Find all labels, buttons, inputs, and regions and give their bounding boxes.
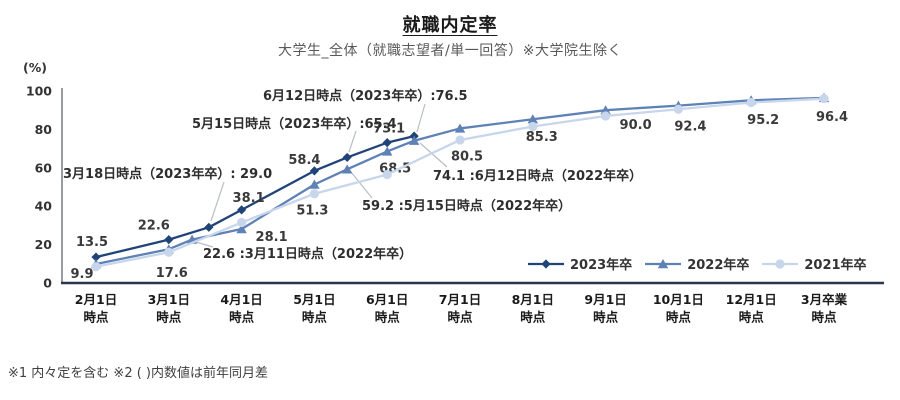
- data-point-label: 28.1: [256, 230, 288, 245]
- annotation-text: 59.2 :5月15日時点（2022年卒）: [362, 198, 571, 214]
- x-tick-label: 7月1日時点: [439, 292, 481, 325]
- circle-marker-icon: [528, 121, 538, 132]
- series-line-2023年卒: [95, 135, 415, 259]
- x-tick-label: 8月1日時点: [512, 292, 554, 325]
- data-point-label: 73.1: [373, 122, 405, 137]
- x-tick-label: 4月1日時点: [220, 292, 262, 325]
- legend-line-sample: [645, 258, 682, 268]
- diamond-marker-icon: [164, 235, 174, 245]
- diamond-marker-icon: [309, 166, 319, 176]
- diamond-marker-icon: [91, 252, 101, 262]
- annotation-leader-line: [195, 241, 214, 248]
- legend-line-sample: [528, 258, 564, 269]
- annotation-text: 74.1 :6月12日時点（2022年卒）: [433, 168, 642, 184]
- diamond-marker-icon: [342, 152, 352, 163]
- x-tick-label: 12月1日時点: [726, 292, 777, 325]
- triangle-marker-icon: [600, 105, 611, 115]
- circle-marker-icon: [775, 258, 785, 269]
- circle-marker-icon: [455, 135, 465, 145]
- y-tick-label: 20: [35, 237, 53, 252]
- footnote: ※1 内々定を含む ※2 ( )内数値は前年同月差: [8, 366, 269, 381]
- circle-marker-icon: [673, 104, 684, 114]
- data-point-label: 95.2: [747, 113, 779, 128]
- diamond-marker-icon: [204, 222, 214, 232]
- annotation-text: 3月18日時点（2023年卒）: 29.0: [63, 166, 272, 182]
- x-tick-label: 9月1日時点: [584, 292, 626, 325]
- data-point-label: 85.3: [526, 130, 558, 145]
- y-tick-label: 100: [26, 84, 52, 99]
- annotation-leader-line: [348, 130, 357, 153]
- triangle-marker-icon: [408, 135, 420, 145]
- data-point-label: 96.4: [816, 110, 848, 125]
- x-tick-label: 3月卒業時点: [801, 292, 848, 325]
- chart-subtitle: 大学生_全体（就職志望者/単一回答）※大学院生除く: [278, 43, 622, 59]
- circle-marker-icon: [237, 217, 247, 228]
- x-tick-label: 6月1日時点: [366, 292, 408, 325]
- data-point-label: 17.6: [156, 266, 188, 281]
- triangle-marker-icon: [309, 179, 320, 189]
- circle-marker-icon: [164, 247, 174, 257]
- annotation-text: 6月12日時点（2023年卒）:76.5: [263, 88, 468, 104]
- triangle-marker-icon: [341, 164, 353, 174]
- diamond-marker-icon: [237, 205, 247, 215]
- circle-marker-icon: [309, 189, 319, 199]
- y-axis-unit-label: (%): [23, 60, 47, 75]
- annotation-text: 22.6 :3月11日時点（2022年卒）: [203, 246, 412, 262]
- triangle-marker-icon: [236, 224, 247, 234]
- triangle-marker-icon: [382, 146, 393, 156]
- x-tick-label: 5月1日時点: [293, 292, 335, 325]
- x-tick-label: 2月1日時点: [75, 292, 117, 325]
- y-tick-label: 0: [43, 276, 52, 291]
- data-point-label: 13.5: [76, 235, 108, 250]
- data-point-label: 38.1: [233, 191, 265, 206]
- circle-marker-icon: [382, 169, 392, 180]
- data-point-label: 92.4: [674, 120, 706, 135]
- legend-line-sample: [762, 258, 799, 269]
- legend-item-2023年卒: 2023年卒: [527, 254, 632, 273]
- x-tick-label: 10月1日時点: [653, 292, 704, 325]
- circle-marker-icon: [819, 94, 829, 104]
- data-point-label: 90.0: [620, 118, 652, 133]
- circle-marker-icon: [91, 262, 101, 272]
- y-tick-label: 40: [35, 199, 53, 214]
- annotation-leader-line: [419, 142, 448, 168]
- chart-title: 就職内定率: [402, 15, 498, 36]
- y-tick-label: 60: [35, 160, 53, 175]
- annotation-text: 5月15日時点（2023年卒）:65.4: [192, 116, 397, 132]
- triangle-marker-icon: [657, 258, 669, 268]
- data-point-label: 22.6: [138, 219, 170, 234]
- annotation-leader-line: [210, 181, 225, 222]
- diamond-marker-icon: [382, 138, 392, 148]
- circle-marker-icon: [746, 97, 756, 108]
- series-line-2022年卒: [95, 96, 825, 266]
- circle-marker-icon: [601, 111, 611, 121]
- annotation-leader-line: [350, 171, 373, 199]
- data-point-label: 51.3: [296, 204, 328, 219]
- legend-label: 2021年卒: [804, 258, 867, 273]
- triangle-marker-icon: [527, 114, 538, 124]
- x-tick-label: 3月1日時点: [148, 292, 190, 325]
- data-point-label: 80.5: [451, 149, 483, 164]
- legend-item-2021年卒: 2021年卒: [761, 254, 867, 273]
- triangle-marker-icon: [454, 123, 466, 133]
- diamond-marker-icon: [541, 258, 551, 269]
- data-point-label: 58.4: [288, 153, 320, 168]
- legend-item-2022年卒: 2022年卒: [644, 254, 749, 273]
- y-tick-label: 80: [35, 122, 53, 137]
- data-point-label: 9.9: [70, 267, 93, 282]
- legend-label: 2023年卒: [570, 258, 633, 273]
- annotation-leader-line: [416, 103, 426, 133]
- legend-label: 2022年卒: [687, 258, 750, 273]
- legend: 2023年卒 2022年卒 2021年卒: [527, 254, 867, 273]
